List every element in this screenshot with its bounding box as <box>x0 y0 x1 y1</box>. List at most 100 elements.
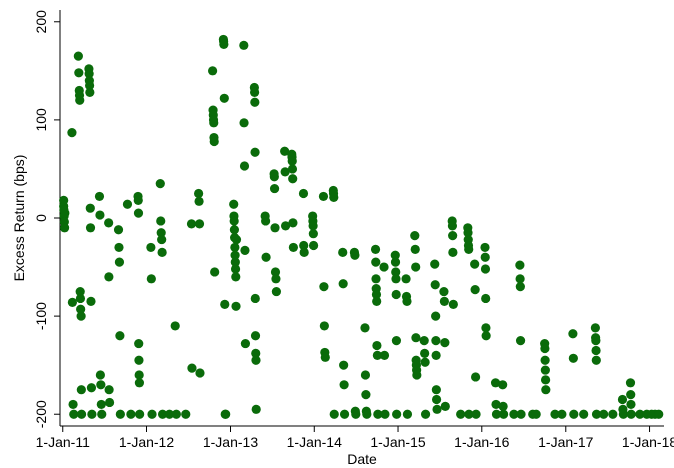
data-point <box>219 93 229 103</box>
x-ticks: 1-Jan-11 1-Jan-12 1-Jan-13 1-Jan-14 1-Jan-15… <box>36 426 674 450</box>
data-point <box>133 195 143 205</box>
y-tick-label: 0 <box>33 214 49 222</box>
data-point <box>568 353 578 363</box>
data-point <box>431 311 441 321</box>
data-point <box>229 199 239 209</box>
data-point <box>491 409 502 419</box>
data-point <box>208 66 218 76</box>
data-point <box>391 336 402 346</box>
data-point <box>401 274 411 284</box>
data-point <box>319 282 329 292</box>
data-point <box>516 409 526 419</box>
data-point <box>625 378 636 388</box>
data-point <box>308 221 318 231</box>
data-point <box>608 409 618 419</box>
data-point <box>104 272 114 282</box>
data-point <box>76 304 86 314</box>
data-point <box>591 345 601 356</box>
data-point <box>464 244 474 254</box>
y-axis-title: Excess Return (bps) <box>11 155 27 282</box>
data-point <box>480 264 491 274</box>
data-point <box>250 147 260 157</box>
data-point <box>590 323 600 333</box>
data-point <box>371 289 382 300</box>
data-point <box>239 40 249 50</box>
data-point <box>372 296 382 306</box>
data-point <box>402 409 413 419</box>
data-point <box>280 221 291 231</box>
data-point <box>94 191 105 202</box>
data-point <box>550 409 560 419</box>
data-point <box>431 350 441 360</box>
data-point <box>498 409 509 419</box>
data-point <box>164 409 175 419</box>
data-point <box>318 191 329 202</box>
data-point <box>635 409 645 419</box>
data-point <box>134 370 144 380</box>
data-point <box>372 340 382 351</box>
data-point <box>430 280 440 290</box>
x-tick-label: 1-Jan-11 <box>36 434 90 450</box>
data-point <box>320 352 330 362</box>
data-point <box>481 331 491 341</box>
x-axis-title: Date <box>347 451 377 467</box>
data-point <box>157 234 167 245</box>
data-point <box>390 250 400 260</box>
data-point <box>133 208 144 218</box>
x-tick-label: 1-Jan-17 <box>538 434 593 450</box>
data-point <box>155 179 165 189</box>
data-point <box>230 250 240 260</box>
data-point <box>410 231 420 241</box>
data-point <box>194 219 205 229</box>
data-point <box>269 172 279 182</box>
data-point <box>470 285 480 295</box>
data-point <box>390 257 401 267</box>
data-point <box>271 286 282 297</box>
data-point <box>361 390 371 400</box>
data-point <box>448 299 458 309</box>
data-point <box>95 370 105 380</box>
data-point <box>76 311 86 321</box>
data-point <box>240 245 250 255</box>
data-point <box>239 118 249 128</box>
data-point <box>104 385 114 395</box>
data-point <box>329 409 339 419</box>
x-tick-label: 1-Jan-14 <box>287 434 342 450</box>
data-point <box>540 355 550 365</box>
data-point <box>480 242 490 253</box>
data-point <box>156 228 166 238</box>
data-point <box>231 272 241 282</box>
data-point <box>97 409 107 419</box>
data-point <box>104 218 114 228</box>
data-point <box>113 225 124 235</box>
data-point <box>230 264 241 274</box>
axes <box>59 10 664 427</box>
data-point <box>351 409 361 419</box>
data-point <box>654 409 664 419</box>
data-point <box>420 409 431 419</box>
x-tick-label: 1-Jan-15 <box>370 434 425 450</box>
data-point <box>430 259 440 269</box>
data-point <box>308 229 318 239</box>
data-point <box>73 51 83 61</box>
data-point <box>251 355 261 365</box>
data-point <box>231 234 242 245</box>
data-point <box>115 409 125 419</box>
data-point <box>439 296 449 306</box>
data-point <box>250 293 260 304</box>
data-point <box>498 380 508 390</box>
data-point <box>360 370 371 380</box>
data-point <box>338 247 348 257</box>
data-point <box>288 218 298 228</box>
data-point <box>122 199 133 209</box>
data-point <box>287 164 298 174</box>
data-point <box>250 97 260 107</box>
data-point <box>411 262 421 272</box>
data-point <box>339 380 349 390</box>
data-point <box>568 329 578 339</box>
data-point <box>261 252 271 262</box>
data-point <box>271 274 281 284</box>
data-point <box>626 399 636 410</box>
data-point <box>240 338 251 349</box>
data-point <box>170 321 180 331</box>
